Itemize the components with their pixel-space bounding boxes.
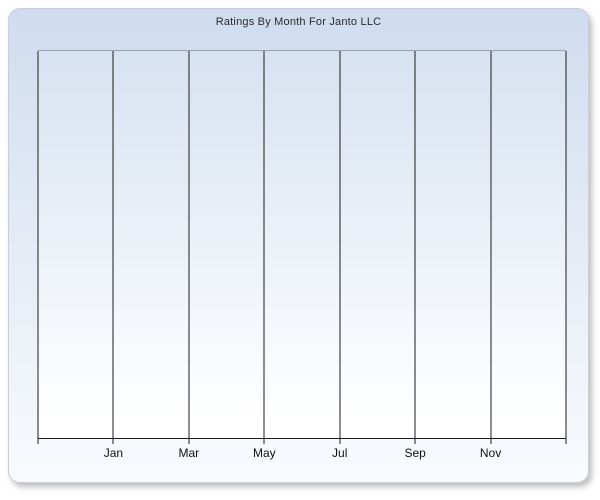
x-axis-label: Jan [103,446,124,460]
plot-area: Jan Mar May Jul Sep Nov [37,50,567,460]
x-axis-label: May [252,446,276,460]
x-axis-label: Nov [479,446,502,460]
chart-panel: Ratings By Month For Janto LLC Jan Mar May… [8,8,589,483]
vertical-gridline [263,51,265,444]
vertical-gridline [490,51,492,444]
vertical-gridline [339,51,341,444]
vertical-gridline [112,51,114,444]
x-axis-label: Jul [332,446,348,460]
x-axis-label: Sep [404,446,426,460]
vertical-gridline [37,51,39,444]
vertical-gridline [188,51,190,444]
x-axis-label: Mar [178,446,200,460]
chart-title: Ratings By Month For Janto LLC [215,16,382,28]
vertical-gridline [565,51,567,444]
vertical-gridline [414,51,416,444]
